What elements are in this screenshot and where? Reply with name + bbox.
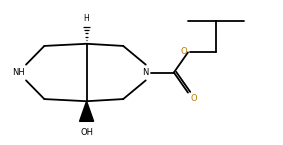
Text: O: O bbox=[191, 94, 198, 103]
Text: H: H bbox=[84, 14, 89, 23]
Text: N: N bbox=[143, 68, 149, 77]
Polygon shape bbox=[80, 101, 94, 121]
Text: O: O bbox=[181, 47, 187, 56]
Text: OH: OH bbox=[80, 128, 93, 137]
Text: NH: NH bbox=[13, 68, 25, 77]
